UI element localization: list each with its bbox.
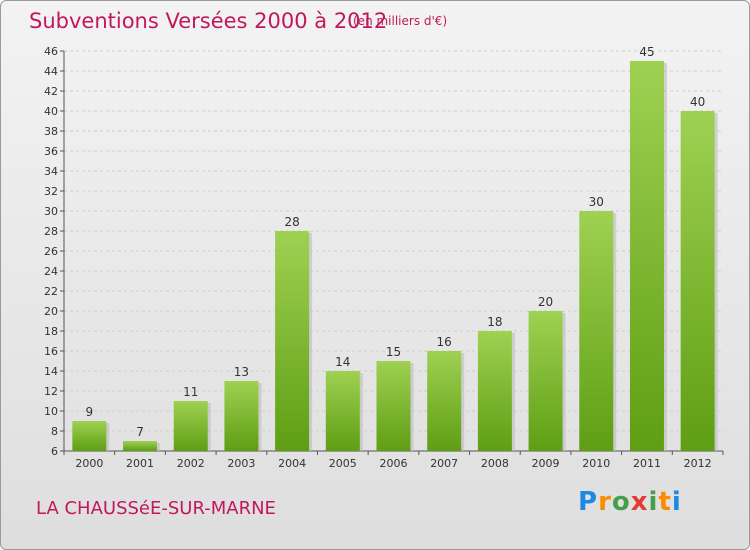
bar-2009 — [528, 311, 563, 451]
x-tick-label-2006: 2006 — [380, 457, 408, 470]
place-name: LA CHAUSSéE-SUR-MARNE — [36, 498, 276, 519]
chart-title: Subventions Versées 2000 à 2012 — [29, 9, 388, 33]
x-tick-label-2009: 2009 — [532, 457, 560, 470]
y-tick-label: 22 — [44, 285, 58, 298]
logo-letter: t — [658, 487, 672, 517]
y-tick-label: 28 — [44, 225, 58, 238]
y-tick-label: 36 — [44, 145, 58, 158]
x-tick-label-2012: 2012 — [684, 457, 712, 470]
data-label-2004: 28 — [284, 215, 299, 229]
logo-letter: i — [671, 487, 682, 517]
bar-2000 — [72, 421, 107, 451]
y-tick-label: 46 — [44, 45, 58, 58]
bar-2011 — [629, 61, 664, 451]
data-label-2009: 20 — [538, 295, 553, 309]
y-tick-label: 6 — [51, 445, 58, 458]
y-tick-label: 20 — [44, 305, 58, 318]
y-tick-label: 24 — [44, 265, 58, 278]
bar-2008 — [477, 331, 512, 451]
data-label-2002: 11 — [183, 385, 198, 399]
data-label-2007: 16 — [437, 335, 452, 349]
bars — [72, 61, 718, 451]
y-tick-label: 18 — [44, 325, 58, 338]
bar-2006 — [376, 361, 411, 451]
data-label-2000: 9 — [86, 405, 94, 419]
bar-2001 — [123, 441, 158, 451]
y-axis-ticks: 6 8 10 12 14 16 18 20 22 24 26 28 30 32 34 36 38 40 42 44 46 — [44, 45, 58, 458]
logo-letter: P — [578, 487, 599, 517]
x-tick-label-2002: 2002 — [177, 457, 205, 470]
bar-2012 — [680, 111, 715, 451]
data-label-2001: 7 — [136, 425, 144, 439]
data-label-2008: 18 — [487, 315, 502, 329]
y-tick-label: 44 — [44, 65, 58, 78]
data-labels: 9 7 11 13 28 14 15 16 18 20 30 45 40 — [86, 45, 706, 439]
logo-letter: r — [598, 487, 612, 517]
y-tick-label: 16 — [44, 345, 58, 358]
y-tick-label: 32 — [44, 185, 58, 198]
chart-subtitle: (en milliers d'€) — [353, 14, 448, 28]
x-tick-label-2008: 2008 — [481, 457, 509, 470]
x-tick-label-2005: 2005 — [329, 457, 357, 470]
logo-letter: i — [648, 487, 659, 517]
x-tick-label-2000: 2000 — [75, 457, 103, 470]
data-label-2006: 15 — [386, 345, 401, 359]
y-tick-label: 10 — [44, 405, 58, 418]
data-label-2005: 14 — [335, 355, 350, 369]
bar-2003 — [224, 381, 259, 451]
data-label-2010: 30 — [589, 195, 604, 209]
y-tick-label: 40 — [44, 105, 58, 118]
x-tick-label-2004: 2004 — [278, 457, 306, 470]
bar-2010 — [579, 211, 614, 451]
proxiti-logo: Proxiti — [578, 487, 682, 517]
x-tick-label-2010: 2010 — [582, 457, 610, 470]
data-label-2012: 40 — [690, 95, 705, 109]
y-tick-label: 8 — [51, 425, 58, 438]
logo-letter: o — [611, 487, 631, 517]
y-tick-label: 34 — [44, 165, 58, 178]
y-tick-label: 38 — [44, 125, 58, 138]
x-tick-label-2001: 2001 — [126, 457, 154, 470]
y-tick-label: 26 — [44, 245, 58, 258]
x-axis-ticks: 2000 2001 2002 2003 2004 2005 2006 2007 2008 2009… — [75, 457, 711, 470]
x-tick-label-2011: 2011 — [633, 457, 661, 470]
data-label-2003: 13 — [234, 365, 249, 379]
y-tick-label: 30 — [44, 205, 58, 218]
bar-2004 — [275, 231, 310, 451]
x-tick-label-2003: 2003 — [227, 457, 255, 470]
y-tick-label: 42 — [44, 85, 58, 98]
y-tick-label: 12 — [44, 385, 58, 398]
logo-letter: x — [630, 487, 649, 517]
bar-2002 — [173, 401, 208, 451]
bar-2005 — [325, 371, 360, 451]
bar-2007 — [427, 351, 462, 451]
y-tick-label: 14 — [44, 365, 58, 378]
data-label-2011: 45 — [639, 45, 654, 59]
x-tick-label-2007: 2007 — [430, 457, 458, 470]
